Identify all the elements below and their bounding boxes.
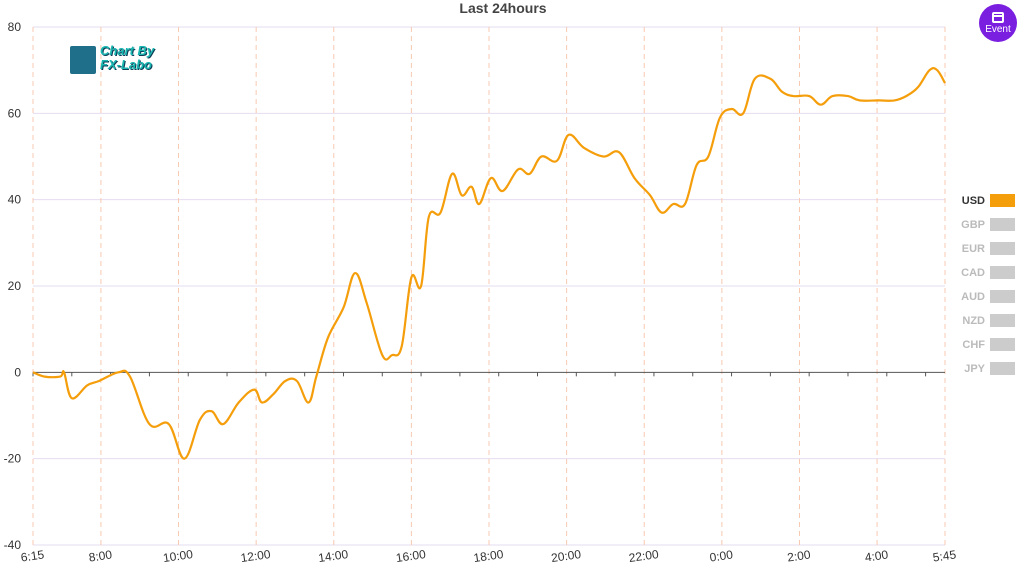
x-tick-label: 4:00 [864, 547, 889, 564]
x-tick-label: 14:00 [317, 547, 349, 565]
x-tick-label: 12:00 [240, 547, 272, 565]
calendar-icon [992, 12, 1004, 23]
legend[interactable]: USD GBP EUR CAD AUD NZD CHF JPY [961, 194, 1015, 375]
legend-item-eur[interactable]: EUR [962, 242, 1015, 255]
x-tick-label: 5:45 [932, 547, 957, 564]
fx-labo-logo: Chart By FX-Labo [70, 44, 170, 76]
logo-text: Chart By FX-Labo [100, 44, 154, 72]
legend-label: USD [962, 195, 985, 207]
legend-label: EUR [962, 243, 985, 255]
legend-label: CHF [962, 339, 985, 351]
legend-swatch [990, 266, 1015, 279]
legend-label: CAD [961, 267, 985, 279]
legend-item-aud[interactable]: AUD [961, 290, 1015, 303]
x-tick-label: 6:15 [20, 547, 45, 564]
legend-item-cad[interactable]: CAD [961, 266, 1015, 279]
x-tick-label: 18:00 [473, 547, 505, 565]
legend-swatch [990, 290, 1015, 303]
legend-label: NZD [962, 315, 985, 327]
y-tick-label: 40 [8, 193, 22, 207]
legend-swatch [990, 218, 1015, 231]
event-button[interactable]: Event [979, 4, 1017, 42]
x-tick-label: 16:00 [395, 547, 427, 565]
x-axis-tick-labels: 6:15 8:00 10:00 12:00 14:00 16:00 18:00 20:00 22… [20, 547, 957, 565]
legend-swatch [990, 362, 1015, 375]
legend-label: JPY [964, 363, 985, 375]
legend-swatch [990, 194, 1015, 207]
legend-item-jpy[interactable]: JPY [964, 362, 1015, 375]
legend-item-gbp[interactable]: GBP [961, 218, 1015, 231]
x-tick-label: 20:00 [550, 547, 582, 565]
y-tick-label: 80 [8, 20, 22, 34]
y-tick-label: 20 [8, 279, 22, 293]
x-tick-label: 0:00 [709, 547, 734, 564]
y-tick-label: 60 [8, 106, 22, 120]
legend-item-nzd[interactable]: NZD [962, 314, 1015, 327]
legend-item-usd[interactable]: USD [962, 194, 1015, 207]
y-tick-label: -20 [4, 452, 22, 466]
axes [32, 371, 945, 377]
legend-swatch [990, 338, 1015, 351]
legend-item-chf[interactable]: CHF [962, 338, 1015, 351]
y-tick-label: -40 [4, 538, 22, 552]
horizontal-gridlines [33, 26, 945, 546]
chart-logo-icon [70, 46, 96, 74]
logo-line-1: Chart By [100, 43, 155, 58]
legend-swatch [990, 314, 1015, 327]
logo-line-2: FX-Labo [100, 57, 152, 72]
x-tick-label: 2:00 [786, 547, 811, 564]
legend-swatch [990, 242, 1015, 255]
event-button-label: Event [985, 24, 1011, 35]
x-tick-label: 10:00 [162, 547, 194, 565]
x-tick-label: 8:00 [88, 547, 113, 564]
series-lines [32, 67, 946, 460]
chart-title: Last 24hours [459, 0, 546, 16]
legend-label: GBP [961, 219, 985, 231]
legend-label: AUD [961, 291, 985, 303]
y-tick-label: 0 [14, 365, 21, 379]
x-tick-label: 22:00 [628, 547, 660, 565]
y-axis-tick-labels: 80 60 40 20 0 -20 -40 [4, 20, 22, 552]
series-line-usd [32, 67, 946, 460]
